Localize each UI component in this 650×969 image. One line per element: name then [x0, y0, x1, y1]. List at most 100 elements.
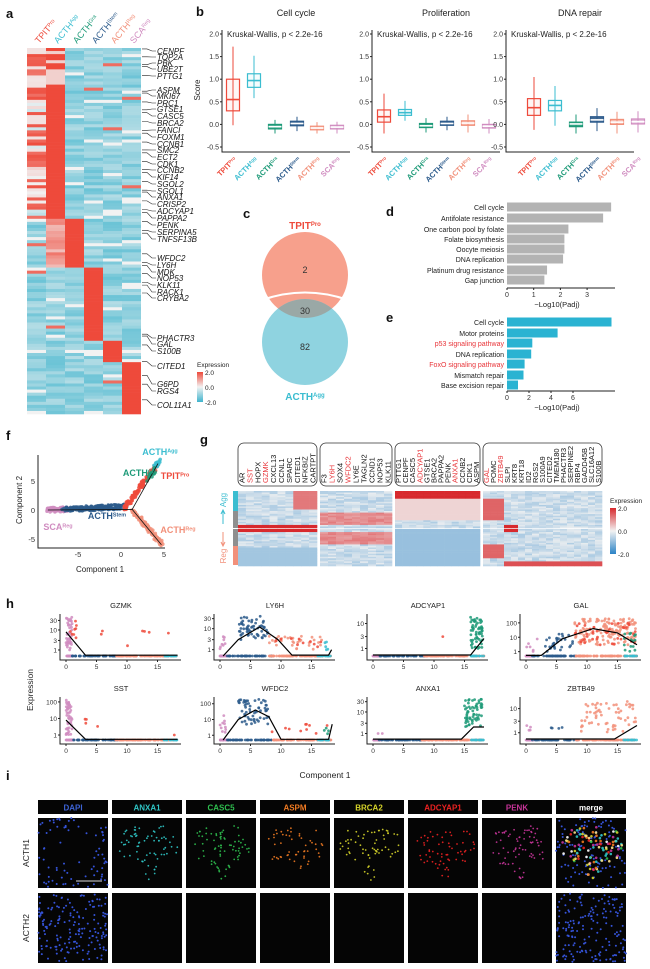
heatmap-cell — [328, 564, 337, 567]
heatmap-cell — [553, 552, 561, 554]
heatmap-cell — [465, 503, 474, 506]
heatmap-cell — [395, 535, 403, 538]
heatmap-cell — [309, 500, 318, 503]
heatmap-cell — [360, 556, 369, 559]
heatmap-cell — [595, 521, 603, 524]
heatmap-cell — [277, 535, 286, 538]
heatmap-cell — [103, 218, 122, 223]
heatmap-cell — [344, 558, 353, 561]
heatmap-cell — [490, 517, 498, 520]
heatmap-cell — [409, 515, 417, 518]
x-tick-label-sup: Stem — [439, 156, 450, 167]
heatmap-cell — [504, 517, 512, 520]
heatmap-cell — [320, 524, 329, 527]
heatmap-cell — [532, 509, 540, 512]
heatmap-cell — [539, 491, 547, 493]
heatmap-cell — [122, 316, 141, 320]
heatmap-cell — [360, 544, 369, 547]
heatmap-cell — [483, 511, 491, 513]
heatmap-cell — [553, 562, 561, 565]
heatmap-cell — [336, 526, 345, 529]
heatmap-cell — [285, 503, 294, 506]
heatmap-cell — [368, 498, 377, 501]
heatmap-cell — [560, 501, 568, 504]
heatmap-cell — [344, 497, 353, 500]
heatmap-cell — [103, 237, 122, 241]
heatmap-cell — [511, 555, 519, 558]
bar — [507, 202, 612, 212]
x-tick-label: 0 — [524, 664, 528, 671]
heatmap-cell — [409, 555, 417, 558]
heatmap-cell — [269, 558, 278, 561]
heatmap-cell — [65, 224, 84, 229]
heatmap-cell — [539, 555, 547, 558]
cell-point — [602, 642, 606, 646]
heatmap-cell — [444, 545, 452, 548]
heatmap-cell — [553, 553, 561, 556]
heatmap-cell — [423, 549, 431, 551]
heatmap-cell — [376, 518, 385, 521]
heatmap-cell — [595, 503, 603, 506]
heatmap-cell — [344, 504, 353, 507]
gene-leader-line — [142, 191, 156, 198]
cell-point — [74, 619, 77, 623]
heatmap-cell — [46, 188, 65, 192]
heatmap-cell — [122, 279, 141, 284]
heatmap-cell — [65, 258, 84, 262]
heatmap-cell — [483, 533, 491, 536]
heatmap-cell — [511, 542, 519, 545]
heatmap-cell — [368, 520, 377, 523]
heatmap-cell — [511, 494, 519, 496]
heatmap-cell — [465, 552, 474, 554]
heatmap-cell — [472, 521, 481, 524]
heatmap-cell — [46, 157, 65, 162]
heatmap-cell — [253, 530, 262, 533]
heatmap-cell — [490, 509, 498, 512]
heatmap-cell — [46, 340, 65, 345]
heatmap-cell — [84, 163, 103, 168]
heatmap-cell — [511, 511, 519, 513]
heatmap-cell — [567, 538, 575, 541]
heatmap-cell — [122, 349, 141, 354]
gene-label: CDK1 — [465, 463, 474, 483]
heatmap-cell — [328, 495, 337, 498]
heatmap-cell — [546, 538, 554, 541]
heatmap-cell — [253, 492, 262, 495]
heatmap-cell — [518, 545, 526, 548]
cell-point — [581, 654, 584, 658]
heatmap-cell — [511, 503, 519, 506]
heatmap-cell — [65, 48, 84, 52]
heatmap-cell — [518, 498, 526, 501]
heatmap-cell — [553, 495, 561, 498]
y-tick-label: 30 — [204, 616, 212, 623]
heatmap-cell — [588, 544, 596, 547]
heatmap-cell — [511, 559, 519, 562]
heatmap-cell — [451, 518, 460, 521]
x-tick-label-sup: Gra — [420, 155, 429, 164]
heatmap-cell — [103, 227, 122, 232]
venn-label-bottom: ACTHAgg — [285, 392, 325, 403]
heatmap-cell — [65, 197, 84, 201]
heatmap-cell — [103, 246, 122, 250]
heatmap-cell — [384, 544, 393, 547]
heatmap-cell — [344, 494, 353, 496]
heatmap-cell — [395, 529, 403, 531]
y-tick-label: -5 — [28, 535, 35, 544]
heatmap-cell — [238, 545, 247, 548]
heatmap-cell — [444, 541, 452, 544]
heatmap-cell — [574, 495, 582, 498]
cell-point — [318, 635, 322, 639]
heatmap-cell — [344, 492, 353, 495]
heatmap-cell — [472, 512, 481, 515]
heatmap-cell — [532, 521, 540, 524]
heatmap-cell — [430, 555, 438, 558]
heatmap-cell — [253, 532, 262, 534]
heatmap-cell — [336, 501, 345, 504]
heatmap-cell — [574, 538, 582, 541]
heatmap-cell — [360, 509, 369, 512]
heatmap-cell — [344, 559, 353, 562]
heatmap-cell — [328, 562, 337, 565]
heatmap-cell — [309, 524, 318, 527]
heatmap-cell — [27, 118, 46, 122]
heatmap-cell — [245, 504, 255, 507]
